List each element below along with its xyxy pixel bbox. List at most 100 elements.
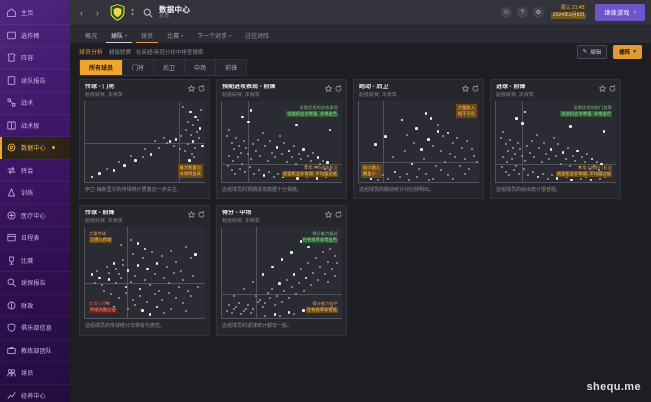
position-filter-4[interactable]: 中场 [185, 59, 217, 75]
data-point [178, 148, 181, 151]
chart-card-6[interactable]: 得分 - 中场 超级联赛, 本赛季 得分能力极好 在有效率非常出色 得分能力较平 在有效率… [216, 205, 347, 336]
annotation-line-2: 创造机会非常弱, 平均值过低 [556, 170, 612, 177]
data-point [120, 276, 122, 279]
edit-button[interactable]: ✎ 编辑 [576, 44, 608, 59]
sidebar-item-13[interactable]: 球探报告 [0, 272, 70, 295]
tab-1[interactable]: 概况 [78, 31, 104, 43]
sidebar-item-label: 日程表 [21, 236, 40, 243]
refresh-icon[interactable] [335, 84, 342, 92]
sidebar-item-6[interactable]: 战术板 [0, 115, 70, 137]
data-point [170, 249, 173, 252]
refresh-icon[interactable] [472, 84, 479, 92]
data-point [196, 286, 199, 289]
club-crest-icon[interactable] [109, 3, 126, 22]
sidebar-item-15[interactable]: 俱乐部信息 [0, 317, 70, 340]
sidebar-item-17[interactable]: 球员 [0, 362, 70, 385]
data-point [281, 175, 285, 179]
data-point [527, 174, 530, 177]
data-point [456, 137, 459, 139]
sidebar-item-5[interactable]: 战术 [0, 92, 70, 115]
tab-6[interactable]: 过往对阵 [238, 31, 276, 43]
sidebar-item-11[interactable]: 日程表 [0, 227, 70, 250]
data-point [108, 271, 110, 274]
annotation-line-1: 较少跑入 [363, 164, 381, 170]
star-icon[interactable] [188, 85, 195, 92]
data-point [237, 145, 240, 148]
pencil-icon: ✎ [582, 48, 588, 55]
sidebar-item-16[interactable]: 教练部团队 [0, 340, 70, 362]
card-title: 传球 - 前锋 [85, 210, 115, 217]
data-point [175, 296, 178, 299]
sidebar-item-1[interactable]: 主页 [0, 2, 70, 25]
continue-button[interactable]: 继续游戏 › [595, 4, 645, 21]
card-actions [188, 84, 205, 92]
card-title: 预期进攻表现 - 前锋 [222, 84, 276, 90]
tab-2[interactable]: 球队 ▾ [104, 31, 134, 43]
position-filter-2[interactable]: 门将 [123, 59, 155, 75]
stepper-up-icon[interactable]: ▲ [130, 7, 135, 13]
data-point [98, 172, 101, 175]
sidebar-item-10[interactable]: 医疗中心 [0, 205, 70, 227]
crest-stepper[interactable]: ▲ ▼ [130, 7, 135, 18]
chart-card-3[interactable]: 跑动 - 后卫 超级联赛, 本赛季 大量跑入 相不可用 较少跑入 覆盖少 这组球员的跑动统计… [353, 79, 484, 200]
tab-3[interactable]: 球员 [134, 31, 160, 43]
tab-5[interactable]: 下一个对手 ▾ [190, 31, 238, 43]
sidebar-item-9[interactable]: 训练 [0, 182, 70, 205]
data-point [184, 246, 187, 249]
tab-4[interactable]: 比赛 ▾ [160, 31, 190, 43]
data-point [283, 141, 286, 144]
sidebar-item-4[interactable]: 球队报告 [0, 70, 70, 92]
position-filter-1[interactable]: 所有球员 [80, 59, 124, 75]
help-icon[interactable]: ? [516, 7, 528, 18]
position-filter-5[interactable]: 前锋 [225, 65, 238, 72]
annotation-line-2: 传球次数过低 [89, 306, 117, 313]
sidebar-item-18[interactable]: 经养中心 [0, 385, 70, 402]
data-point [136, 263, 140, 267]
chart-card-1[interactable]: 传球 - 门将 超级联赛, 本赛季 最大数量包 非常明显高 伊兰·梅斯里尔的传球统计质量… [79, 79, 210, 200]
data-point [241, 115, 244, 119]
star-icon[interactable] [325, 211, 332, 219]
chevron-left-icon[interactable]: ‹ [80, 7, 83, 18]
chart-card-5[interactable]: 传球 - 前锋 超级联赛, 本赛季 大量传球 习惯心传球 非常少传球 传球次数过低 这组球员… [79, 205, 210, 336]
bulb-icon[interactable]: ☉ [500, 7, 512, 18]
card-subtitle: 超级联赛, 本赛季 [496, 91, 534, 98]
search-icon[interactable] [143, 8, 153, 18]
data-point [259, 154, 262, 157]
data-point [172, 271, 175, 274]
sidebar-item-2[interactable]: 选作棒 [0, 25, 70, 47]
chart-card-4[interactable]: 进球 - 前锋 超级联赛, 本赛季 非常优秀的射门效率 创造机会非常强, 非常出色 非常… [490, 79, 621, 200]
card-footer-text: 伊兰·梅斯里尔的传球统计质量还一步关注。 [85, 186, 182, 193]
view-mode-button[interactable]: 栅阵 ▾ [613, 44, 642, 59]
star-icon[interactable] [325, 85, 332, 92]
star-icon[interactable] [599, 85, 606, 92]
data-point [505, 161, 508, 164]
data-point [184, 128, 187, 131]
refresh-icon[interactable] [198, 211, 205, 218]
refresh-icon[interactable] [335, 211, 342, 218]
data-point [535, 133, 538, 136]
star-icon[interactable] [188, 211, 195, 219]
sidebar-item-14[interactable]: 财政 [0, 295, 70, 317]
gear-icon[interactable]: ⚙ [532, 7, 544, 18]
stepper-down-icon[interactable]: ▼ [130, 12, 135, 18]
data-point [117, 161, 120, 164]
data-point [336, 262, 339, 265]
annotation-line-2: 创造机会非常强, 非常出色 [560, 110, 612, 117]
chart-card-2[interactable]: 预期进攻表现 - 前锋 超级联赛, 本赛季 非常优秀的进攻表现 创造机会非常强, 非常… [216, 79, 347, 200]
refresh-icon[interactable] [198, 84, 205, 92]
data-point [571, 154, 574, 157]
data-point [182, 278, 185, 281]
data-point [461, 146, 464, 149]
star-icon[interactable] [462, 85, 469, 92]
position-filter-3[interactable]: 后卫 [154, 59, 186, 75]
refresh-icon[interactable] [609, 84, 616, 92]
sidebar-item-12[interactable]: 比赛 [0, 250, 70, 272]
data-point [321, 159, 324, 162]
sidebar-item-8[interactable]: 转会 [0, 160, 70, 182]
data-point [413, 141, 416, 144]
chevron-right-icon[interactable]: › [96, 7, 99, 18]
sidebar-item-7[interactable]: 数据中心 [0, 137, 70, 160]
data-point [126, 269, 130, 272]
sidebar-item-3[interactable]: 阵容 [0, 47, 70, 70]
data-point [434, 164, 437, 167]
